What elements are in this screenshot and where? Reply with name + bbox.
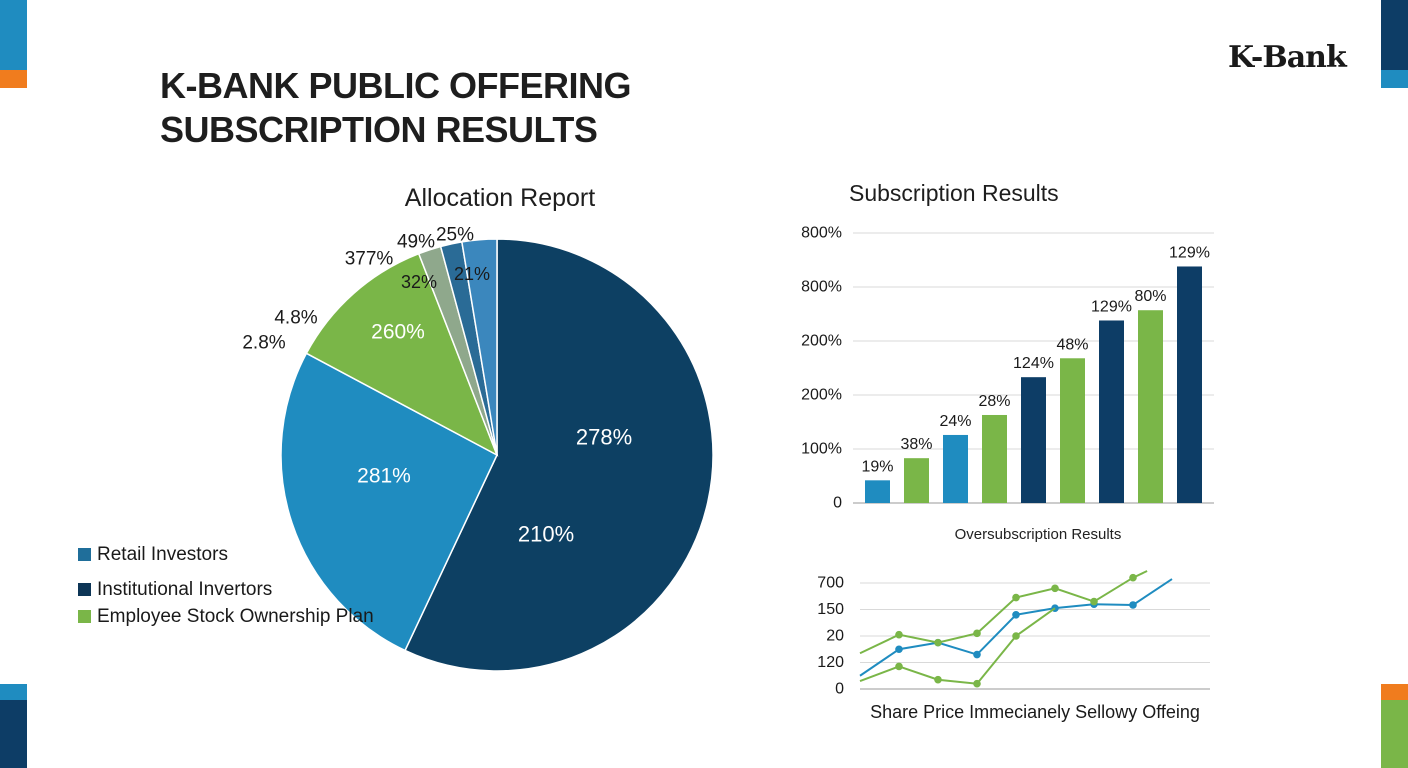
line-point-blue (1012, 611, 1020, 619)
legend-item-institutional: Institutional Invertors (78, 579, 272, 601)
line-point-green-lower (1012, 632, 1020, 640)
subscription-bar-chart: Subscription Results 0 100% 200% 200% 800% 80… (801, 180, 1214, 543)
bar-8 (1138, 310, 1163, 503)
line-series-blue (859, 578, 1173, 677)
bar-value-label: 48% (1056, 336, 1088, 353)
bar-1 (865, 480, 890, 503)
bar-4 (982, 414, 1007, 503)
bar-value-label: 80% (1134, 288, 1166, 305)
pie-slice-label: 260% (371, 321, 425, 344)
bar-9 (1177, 266, 1202, 503)
page-title-line-1: K-BANK PUBLIC OFFERING (160, 65, 631, 106)
pie-slice-6 (461, 238, 498, 456)
bar-y-tick-label: 200% (801, 333, 842, 350)
pie-slice-2 (280, 352, 498, 652)
bar-chart-xlabel: Oversubscription Results (955, 526, 1122, 543)
pie-chart-title: Allocation Report (405, 184, 595, 212)
line-series-green-lower (859, 607, 1056, 685)
bar-value-label: 129% (1091, 298, 1132, 315)
bar-5 (1021, 377, 1046, 503)
line-point-green-upper (1012, 593, 1020, 602)
pie-slice-label: 210% (518, 522, 574, 547)
legend-swatch-retail (78, 548, 91, 561)
pie-slice-1 (404, 238, 714, 672)
legend-swatch-institutional (78, 583, 91, 596)
line-point-blue (1129, 601, 1137, 609)
pie-slice-label: 278% (576, 425, 632, 450)
pie-slice-label: 32% (401, 272, 437, 292)
line-point-green-upper (895, 630, 903, 639)
bar-value-label: 38% (900, 436, 932, 453)
line-y-tick-label: 150 (817, 601, 844, 618)
pie-slice-label: 21% (454, 264, 490, 284)
accent-bottom-right-orange (1381, 684, 1408, 700)
bar-7 (1099, 320, 1124, 503)
bar-y-tick-label: 200% (801, 387, 842, 404)
page-title: K-BANK PUBLIC OFFERING SUBSCRIPTION RESU… (160, 64, 631, 152)
line-y-tick-label: 20 (826, 628, 844, 645)
pie-outer-label: 2.8% (242, 333, 285, 354)
share-price-line-chart: 0 120 20 150 700 Share Price Immecianely Sel… (817, 570, 1210, 722)
legend-item-retail: Retail Investors (78, 544, 228, 566)
accent-top-left-blue (0, 0, 27, 70)
pie-slice-label: 281% (357, 465, 411, 488)
accent-top-right-navy (1381, 0, 1408, 70)
pie-slice-3 (305, 252, 499, 457)
pie-outer-label: 377% (345, 249, 394, 270)
line-point-green-upper (1090, 597, 1098, 606)
legend-label-institutional: Institutional Invertors (97, 579, 273, 600)
line-point-green-upper (973, 629, 981, 638)
accent-top-left-orange (0, 70, 27, 88)
line-chart-title: Share Price Immecianely Sellowy Offeing (870, 702, 1200, 722)
bar-y-tick-label: 800% (801, 225, 842, 242)
legend-label-retail: Retail Investors (97, 544, 228, 565)
legend-swatch-esop (78, 610, 91, 623)
line-point-green-lower (895, 662, 903, 671)
line-y-tick-label: 0 (835, 681, 844, 698)
line-point-green-upper (1051, 584, 1059, 593)
line-point-green-lower (973, 679, 981, 688)
pie-outer-label: 25% (436, 225, 474, 246)
pie-outer-label: 4.8% (274, 308, 317, 329)
bar-y-tick-label: 100% (801, 441, 842, 458)
bar-2 (904, 458, 929, 503)
accent-bottom-left-navy (0, 700, 27, 768)
accent-bottom-right-green (1381, 700, 1408, 768)
legend-item-esop: Employee Stock Ownership Plan (78, 606, 374, 628)
line-point-green-upper (934, 638, 942, 647)
line-point-blue (973, 650, 981, 659)
bar-y-tick-label: 0 (833, 495, 842, 512)
bar-6 (1060, 358, 1085, 503)
allocation-pie-chart: Allocation Report 278% 210% 281% 260% 32% 21%… (242, 184, 714, 672)
bar-value-label: 124% (1013, 355, 1054, 372)
accent-bottom-left-blue (0, 684, 27, 700)
line-y-tick-label: 120 (817, 654, 844, 671)
line-point-blue (895, 645, 903, 654)
bar-chart-title: Subscription Results (849, 180, 1059, 206)
line-point-green-upper (1129, 573, 1137, 582)
legend-label-esop: Employee Stock Ownership Plan (97, 606, 374, 627)
page-title-line-2: SUBSCRIPTION RESULTS (160, 109, 598, 150)
bar-value-label: 129% (1169, 244, 1210, 261)
pie-outer-label: 49% (397, 232, 435, 253)
bar-value-label: 28% (978, 393, 1010, 410)
brand-logo: K-Bank (1228, 40, 1347, 75)
line-y-tick-label: 700 (817, 575, 844, 592)
bar-y-tick-label: 800% (801, 279, 842, 296)
accent-top-right-blue (1381, 70, 1408, 88)
line-point-green-lower (934, 675, 942, 684)
bar-3 (943, 434, 968, 503)
bar-value-label: 19% (861, 458, 893, 475)
bar-value-label: 24% (939, 413, 971, 430)
